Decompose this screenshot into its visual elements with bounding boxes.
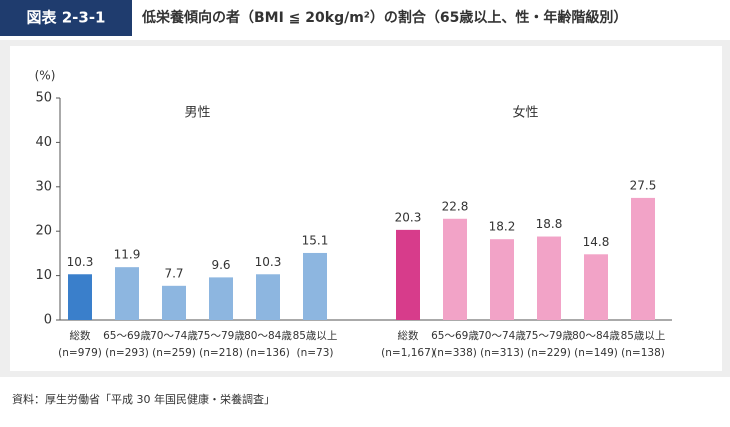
sample-size-label: (n=138) [621, 347, 665, 359]
y-tick-label: 40 [35, 135, 52, 150]
bar [584, 254, 608, 320]
sample-size-label: (n=338) [433, 347, 477, 359]
sample-size-label: (n=979) [58, 347, 102, 359]
x-tick-label: 80～84歳 [244, 330, 292, 342]
value-label: 18.8 [536, 217, 563, 231]
bar [396, 229, 420, 320]
series-label: 女性 [512, 105, 538, 121]
bar [256, 274, 280, 320]
sample-size-label: (n=73) [296, 347, 333, 359]
sample-size-label: (n=259) [152, 347, 196, 359]
figure-label-box [0, 0, 132, 36]
bar [537, 236, 561, 320]
y-tick-label: 20 [35, 224, 52, 239]
series-label: 男性 [184, 106, 210, 121]
bar [115, 267, 139, 320]
y-tick-label: 10 [35, 268, 52, 283]
x-tick-label: 75～79歳 [525, 330, 573, 342]
value-label: 9.6 [211, 258, 230, 272]
y-tick-label: 30 [35, 179, 52, 194]
sample-size-label: (n=136) [246, 347, 290, 359]
bar [443, 218, 467, 320]
value-label: 27.5 [630, 178, 657, 192]
sample-size-label: (n=313) [480, 347, 524, 359]
y-axis-label: (%) [35, 69, 56, 83]
source: 資料：厚生労働省「平成 30 年国民健康・栄養調査」 [12, 392, 275, 406]
sample-size-label: (n=218) [199, 347, 243, 359]
value-label: 11.9 [114, 248, 141, 262]
bar [68, 274, 92, 320]
value-label: 14.8 [583, 235, 610, 249]
x-tick-label: 70～74歳 [478, 330, 526, 342]
value-label: 22.8 [442, 199, 469, 213]
value-label: 20.3 [395, 210, 422, 224]
bar [303, 252, 327, 320]
x-tick-label: 75～79歳 [197, 330, 245, 342]
value-label: 10.3 [67, 255, 94, 269]
value-label: 15.1 [302, 233, 329, 247]
sample-size-label: (n=149) [574, 347, 618, 359]
x-tick-label: 85歳以上 [621, 330, 666, 342]
x-tick-label: 総数 [70, 329, 91, 342]
figure-label: 図表 2-3-1 [27, 9, 106, 27]
y-tick-label: 50 [35, 91, 52, 106]
value-label: 18.2 [489, 220, 516, 234]
panel [10, 46, 722, 371]
x-tick-label: 総数 [398, 329, 419, 342]
sample-size-label: (n=229) [527, 347, 571, 359]
x-tick-label: 80～84歳 [572, 330, 620, 342]
sample-size-label: (n=1,167) [381, 347, 435, 359]
sample-size-label: (n=293) [105, 347, 149, 359]
value-label: 7.7 [164, 266, 183, 280]
value-label: 10.3 [255, 255, 282, 269]
bar [631, 197, 655, 320]
x-tick-label: 65～69歳 [103, 330, 151, 342]
y-tick-label: 0 [44, 313, 52, 328]
chart-title: 低栄養傾向の者（BMI ≦ 20kg/m²）の割合（65歳以上、性・年齢階級別） [141, 9, 627, 26]
x-tick-label: 65～69歳 [431, 330, 479, 342]
bar [490, 239, 514, 320]
x-tick-label: 70～74歳 [150, 330, 198, 342]
bar [209, 277, 233, 320]
x-tick-label: 85歳以上 [293, 330, 338, 342]
bar [162, 285, 186, 320]
